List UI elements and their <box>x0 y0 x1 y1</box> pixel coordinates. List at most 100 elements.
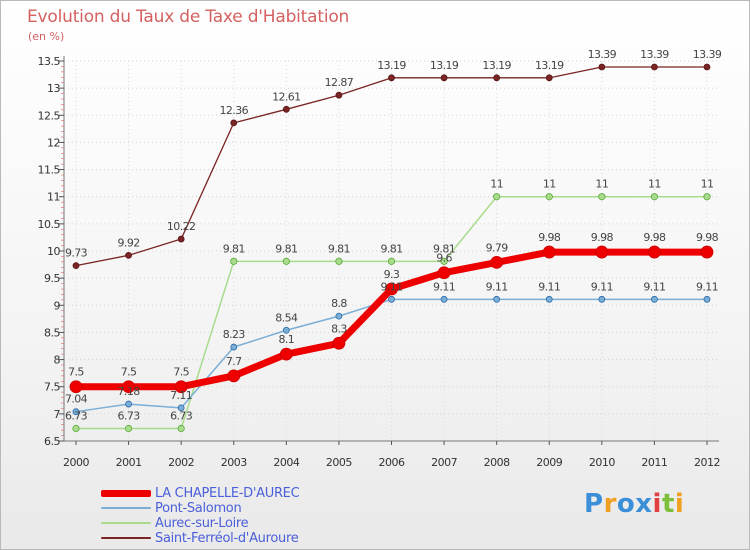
data-label-la-chapelle-d-aurec: 7.7 <box>226 355 242 368</box>
y-tick-label: 12 <box>47 136 60 149</box>
legend-swatch-la-chapelle <box>101 489 151 497</box>
legend-item-saint-ferreol: Saint-Ferréol-d'Auroure <box>101 530 299 546</box>
proxiti-logo: Proxiti <box>584 489 684 519</box>
data-label-la-chapelle-d-aurec: 9.98 <box>591 231 614 244</box>
data-point-saint-ferr-ol-d-auroure <box>651 63 658 71</box>
data-label-la-chapelle-d-aurec: 7.5 <box>68 366 84 379</box>
data-label-saint-ferr-ol-d-auroure: 13.19 <box>482 59 511 72</box>
x-tick-label: 2012 <box>694 456 720 469</box>
data-label-pont-salomon: 8.54 <box>275 311 298 324</box>
data-point-pont-salomon <box>177 404 185 412</box>
y-tick-label: 6.5 <box>44 435 60 448</box>
data-label-pont-salomon: 7.11 <box>170 389 192 402</box>
data-point-saint-ferr-ol-d-auroure <box>388 74 395 82</box>
data-point-la-chapelle-d-aurec <box>174 380 188 394</box>
data-point-saint-ferr-ol-d-auroure <box>125 251 132 259</box>
x-tick-label: 2002 <box>168 456 194 469</box>
data-point-la-chapelle-d-aurec <box>542 245 556 259</box>
data-point-saint-ferr-ol-d-auroure <box>177 235 185 243</box>
data-point-la-chapelle-d-aurec <box>490 255 504 269</box>
x-tick-label: 2004 <box>273 456 299 469</box>
y-tick-label: 13 <box>47 82 60 95</box>
legend-item-la-chapelle: LA CHAPELLE-D'AUREC <box>101 485 300 501</box>
data-point-pont-salomon <box>335 312 343 320</box>
legend-label-pont-salomon: Pont-Salomon <box>155 500 242 516</box>
data-point-aurec-sur-loire <box>72 424 80 433</box>
data-label-la-chapelle-d-aurec: 9.98 <box>696 231 719 244</box>
data-point-aurec-sur-loire <box>124 424 133 433</box>
data-label-pont-salomon: 7.04 <box>65 393 88 406</box>
data-point-aurec-sur-loire <box>545 193 553 201</box>
logo-letter: r <box>603 489 617 519</box>
data-point-pont-salomon <box>388 295 395 303</box>
data-point-pont-salomon <box>72 408 80 416</box>
data-point-la-chapelle-d-aurec <box>648 245 661 259</box>
data-point-aurec-sur-loire <box>598 193 606 201</box>
data-label-aurec-sur-loire: 9.81 <box>223 242 245 255</box>
data-label-pont-salomon: 7.18 <box>118 385 141 398</box>
data-point-la-chapelle-d-aurec <box>227 369 241 383</box>
data-label-la-chapelle-d-aurec: 7.5 <box>121 366 137 379</box>
data-label-aurec-sur-loire: 9.81 <box>275 242 297 255</box>
legend-item-pont-salomon: Pont-Salomon <box>101 500 242 516</box>
y-tick-label: 8.5 <box>44 326 60 339</box>
data-label-la-chapelle-d-aurec: 8.3 <box>331 322 347 335</box>
data-point-aurec-sur-loire <box>703 193 711 201</box>
data-label-pont-salomon: 9.11 <box>433 280 455 293</box>
data-label-pont-salomon: 8.8 <box>331 297 347 310</box>
data-label-aurec-sur-loire: 11 <box>648 178 661 191</box>
data-point-aurec-sur-loire <box>650 193 659 201</box>
data-label-pont-salomon: 9.11 <box>538 280 560 293</box>
x-tick-label: 2006 <box>379 456 405 469</box>
legend-swatch-saint-ferreol <box>101 537 151 539</box>
data-label-saint-ferr-ol-d-auroure: 9.73 <box>65 247 88 260</box>
y-tick-label: 9.5 <box>44 272 60 285</box>
data-label-la-chapelle-d-aurec: 8.1 <box>278 333 294 346</box>
data-point-pont-salomon <box>651 295 658 303</box>
data-label-saint-ferr-ol-d-auroure: 12.36 <box>220 104 249 117</box>
y-tick-label: 9 <box>54 299 61 312</box>
data-label-pont-salomon: 9.11 <box>486 280 508 293</box>
logo-letter: P <box>584 489 604 519</box>
data-point-saint-ferr-ol-d-auroure <box>230 119 238 127</box>
data-label-saint-ferr-ol-d-auroure: 13.19 <box>535 59 564 72</box>
data-label-saint-ferr-ol-d-auroure: 13.19 <box>377 59 406 72</box>
x-tick-label: 2003 <box>221 456 247 469</box>
data-label-saint-ferr-ol-d-auroure: 13.19 <box>430 59 459 72</box>
data-point-pont-salomon <box>493 295 501 303</box>
data-point-la-chapelle-d-aurec <box>69 380 83 394</box>
data-label-pont-salomon: 9.11 <box>591 280 613 293</box>
logo-letter: t <box>661 489 675 519</box>
logo-letter: i <box>652 489 662 519</box>
data-label-pont-salomon: 9.11 <box>380 280 402 293</box>
data-point-aurec-sur-loire <box>230 257 238 265</box>
data-point-aurec-sur-loire <box>335 257 343 265</box>
data-label-aurec-sur-loire: 11 <box>701 178 714 191</box>
data-point-la-chapelle-d-aurec <box>332 336 346 350</box>
data-point-la-chapelle-d-aurec <box>122 380 135 394</box>
x-tick-label: 2007 <box>431 456 457 469</box>
data-label-la-chapelle-d-aurec: 9.98 <box>538 231 561 244</box>
data-label-la-chapelle-d-aurec: 7.5 <box>173 366 189 379</box>
x-tick-label: 2011 <box>641 456 667 469</box>
x-tick-label: 2000 <box>63 456 89 469</box>
data-point-saint-ferr-ol-d-auroure <box>440 74 448 82</box>
logo-letter: o <box>616 489 636 519</box>
data-point-pont-salomon <box>282 326 290 334</box>
legend-item-aurec-sur-loire: Aurec-sur-Loire <box>101 515 249 531</box>
data-label-saint-ferr-ol-d-auroure: 9.92 <box>118 236 140 249</box>
x-tick-label: 2010 <box>589 456 615 469</box>
data-label-saint-ferr-ol-d-auroure: 13.39 <box>588 48 617 61</box>
data-point-aurec-sur-loire <box>493 193 501 201</box>
data-label-saint-ferr-ol-d-auroure: 12.87 <box>325 76 354 89</box>
data-label-pont-salomon: 9.11 <box>643 280 665 293</box>
data-label-aurec-sur-loire: 6.73 <box>170 410 193 423</box>
y-tick-label: 10.5 <box>38 218 61 231</box>
data-label-saint-ferr-ol-d-auroure: 13.39 <box>640 48 669 61</box>
data-point-saint-ferr-ol-d-auroure <box>598 63 606 71</box>
logo-letter: i <box>674 489 685 519</box>
chart-title: Evolution du Taux de Taxe d'Habitation <box>27 7 350 27</box>
data-point-la-chapelle-d-aurec <box>385 282 398 296</box>
